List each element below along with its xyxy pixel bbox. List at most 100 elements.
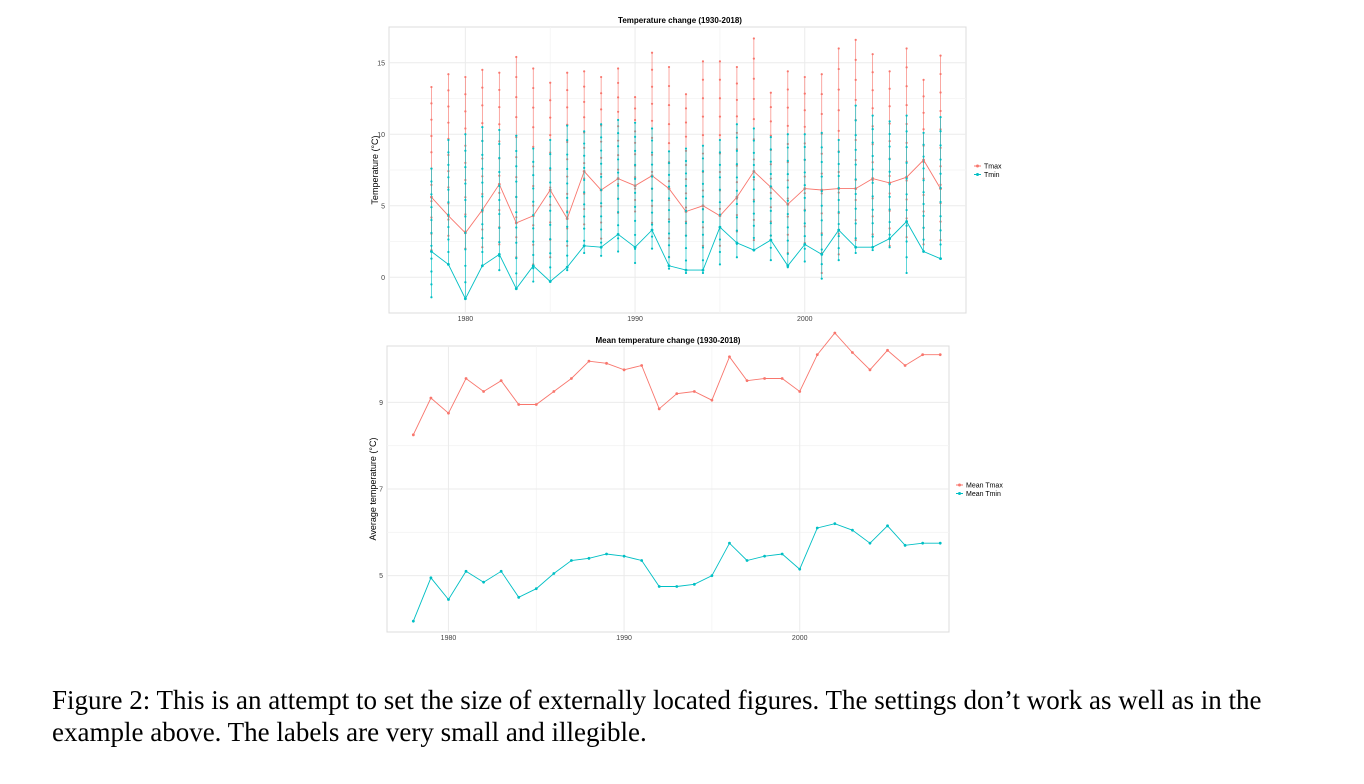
chart1-tmin-obs-point (752, 188, 755, 191)
chart1-point-tmin (922, 250, 925, 253)
chart1-point-tmin (599, 245, 603, 249)
chart1-tmin-obs-point (837, 210, 840, 214)
chart2-point-mean-tmin (833, 522, 837, 526)
chart1-point-tmin (548, 280, 552, 283)
chart2-legend-key-point (958, 492, 961, 495)
chart1-tmin-obs-point (701, 170, 705, 173)
chart1-tmin-obs-point (769, 172, 772, 176)
chart1-tmin-obs-point (481, 223, 484, 226)
chart1-tmin-obs-point (735, 202, 738, 206)
chart2-legend-label: Mean Tmax (966, 483, 1003, 490)
chart1-tmax-obs-point (905, 103, 908, 107)
chart1-tmin-obs-point (718, 213, 722, 216)
chart1-tmin-obs-point (701, 220, 705, 224)
chart1-tmin-obs-point (786, 226, 789, 229)
chart1-tmax-obs-point (718, 97, 722, 100)
chart1-tmin-obs-point (888, 170, 891, 173)
chart1-tmin-obs-point (481, 153, 484, 156)
chart1-tmax-obs-point (498, 123, 501, 126)
chart1-tmin-obs-point (854, 163, 857, 166)
chart1-tmax-obs-point (617, 67, 620, 70)
chart2-point-mean-tmin (622, 554, 626, 558)
chart1-tmin-obs-point (515, 195, 518, 198)
chart1-tmin-obs-point (871, 168, 874, 171)
chart1-tmin-obs-point (803, 222, 806, 225)
chart1-tmin-obs-point (701, 208, 705, 211)
chart1-tmax-obs-point (871, 107, 874, 110)
chart1-tmin-obs-point (939, 229, 942, 232)
chart1-tmin-obs-point (633, 135, 637, 138)
chart1-tmin-obs-point (667, 220, 671, 223)
chart1-tmax-obs-point (481, 104, 484, 107)
chart1-tmax-obs-point (922, 111, 925, 114)
chart1-tmin-obs-point (752, 163, 755, 167)
chart2-point-mean-tmin (640, 559, 644, 562)
chart1-tmin-obs-point (549, 252, 552, 255)
chart1-tmin-obs-point (871, 181, 874, 184)
chart1-tmin-obs-point (871, 222, 874, 225)
chart1-tmin-obs-point (532, 160, 535, 163)
chart1-point-tmin (650, 228, 654, 232)
chart1-point-tmin (531, 264, 535, 268)
chart1-point-tmin (871, 245, 875, 249)
chart2-point-mean-tmin (429, 576, 433, 580)
chart1-tmax-obs-point (515, 115, 518, 119)
chart1-tmin-obs-point (871, 114, 874, 117)
chart1-tmin-obs-point (633, 205, 637, 208)
chart1-tmin-obs-point (888, 158, 891, 161)
chart1-tmin-obs-point (566, 254, 569, 257)
chart1-tmax-obs-point (837, 47, 840, 50)
chart1-tmin-obs-point (769, 160, 772, 163)
chart1-point-tmin (905, 220, 909, 223)
chart1-tmin-obs-point (583, 251, 586, 255)
chart1-tmin-obs-point (583, 215, 586, 218)
chart1-point-tmin (582, 244, 586, 248)
chart1-tmin-obs-point (905, 161, 908, 164)
chart1-tmin-obs-point (684, 234, 688, 237)
chart1-tmin-obs-point (803, 158, 806, 161)
chart1-tmax-obs-point (566, 88, 569, 92)
chart1-tmin-obs-point (617, 250, 620, 253)
chart1-tmax-obs-point (617, 110, 620, 113)
chart1-tmin-obs-point (837, 258, 840, 262)
chart1-tmin-obs-point (515, 226, 518, 229)
chart1-tmin-obs-point (532, 213, 535, 217)
chart1-tmin-obs-point (515, 211, 518, 214)
chart2-point-mean-tmin (499, 569, 503, 573)
chart1-tmax-obs-point (566, 71, 569, 74)
chart1-tmax-obs-point (650, 102, 654, 105)
chart1-tmax-obs-point (633, 118, 637, 122)
chart1-tmin-obs-point (922, 191, 925, 194)
chart1-tmax-obs-point (515, 95, 518, 99)
chart1-tmin-obs-point (837, 246, 840, 250)
chart1-tmin-obs-point (532, 240, 535, 243)
chart1-tmin-obs-point (650, 151, 654, 154)
chart1-tmin-obs-point (600, 228, 603, 231)
chart1-tmin-obs-point (549, 167, 552, 170)
chart1-tmax-obs-point (769, 91, 772, 94)
chart1-tmax-obs-point (684, 135, 688, 138)
chart1-tmax-obs-point (837, 67, 840, 71)
chart1-tmin-obs-point (447, 138, 450, 142)
chart1-tmin-obs-point (481, 126, 484, 129)
chart1-tmin-obs-point (871, 195, 874, 198)
chart1-tmin-obs-point (905, 208, 908, 212)
chart1-tmin-obs-point (617, 210, 620, 214)
chart1-tmin-obs-point (684, 271, 688, 275)
chart1-tmax-obs-point (667, 122, 671, 126)
chart1-tmin-obs-point (786, 199, 789, 202)
chart1-tmax-obs-point (617, 96, 620, 99)
chart1-y-tick-label: 5 (381, 203, 385, 210)
chart1-tmin-obs-point (549, 209, 552, 212)
chart1-tmin-obs-point (430, 231, 433, 235)
chart2-point-mean-tmin (657, 585, 661, 588)
chart1-tmin-obs-point (735, 149, 738, 152)
chart2-point-mean-tmax (640, 364, 644, 367)
chart2-y-tick-label: 7 (379, 487, 383, 494)
chart1-tmax-obs-point (532, 106, 535, 109)
chart1-tmin-obs-point (905, 130, 908, 133)
chart1-point-tmin (820, 252, 824, 256)
chart1-tmax-obs-point (939, 91, 942, 94)
chart1-tmin-obs-point (888, 246, 891, 249)
chart1-tmax-obs-point (650, 68, 654, 71)
